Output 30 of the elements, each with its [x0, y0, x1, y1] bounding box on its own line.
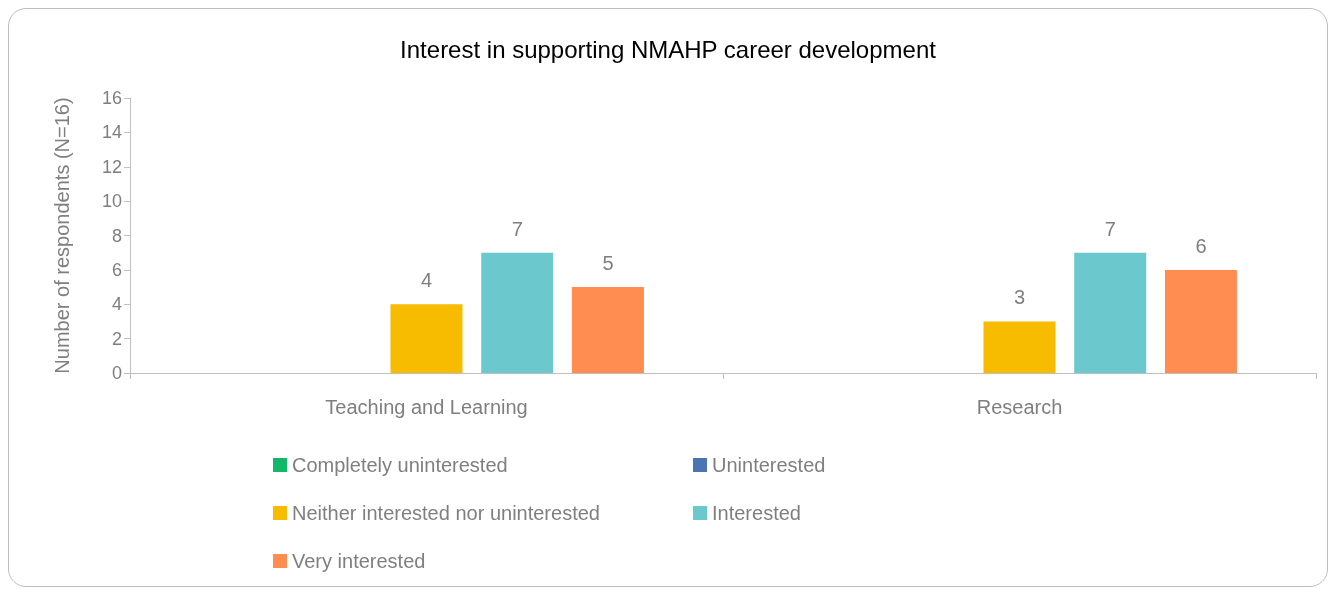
y-tick-label: 6 [111, 259, 122, 280]
legend-label: Very interested [292, 550, 426, 572]
y-tick-label: 14 [101, 122, 122, 143]
data-label: 6 [1195, 234, 1207, 257]
data-label: 4 [420, 269, 433, 292]
bar [390, 304, 463, 373]
y-tick-label: 4 [111, 294, 122, 315]
bar [481, 252, 554, 373]
x-tick-label: Research [976, 396, 1063, 418]
y-tick-label: 2 [111, 328, 122, 349]
x-tick-label: Teaching and Learning [325, 396, 528, 418]
legend-label: Uninterested [712, 454, 826, 476]
y-tick-label: 0 [111, 363, 122, 383]
data-label: 3 [1013, 286, 1026, 309]
legend-label: Completely uninterested [292, 454, 508, 476]
bar [1164, 269, 1237, 373]
bar [1074, 252, 1147, 373]
data-label: 7 [1104, 217, 1116, 240]
legend-label: Interested [712, 502, 801, 524]
y-tick-label: 16 [101, 88, 122, 108]
y-tick-label: 8 [111, 225, 122, 246]
bar [571, 287, 644, 373]
data-label: 5 [602, 252, 614, 275]
chart-title: Interest in supporting NMAHP career development [400, 35, 937, 63]
legend-label: Neither interested nor uninterested [292, 502, 600, 524]
y-tick-label: 12 [101, 156, 122, 177]
y-tick-label: 10 [101, 191, 122, 212]
bar [983, 321, 1056, 373]
data-label: 7 [511, 217, 523, 240]
y-axis-title: Number of respondents (N=16) [51, 97, 73, 374]
